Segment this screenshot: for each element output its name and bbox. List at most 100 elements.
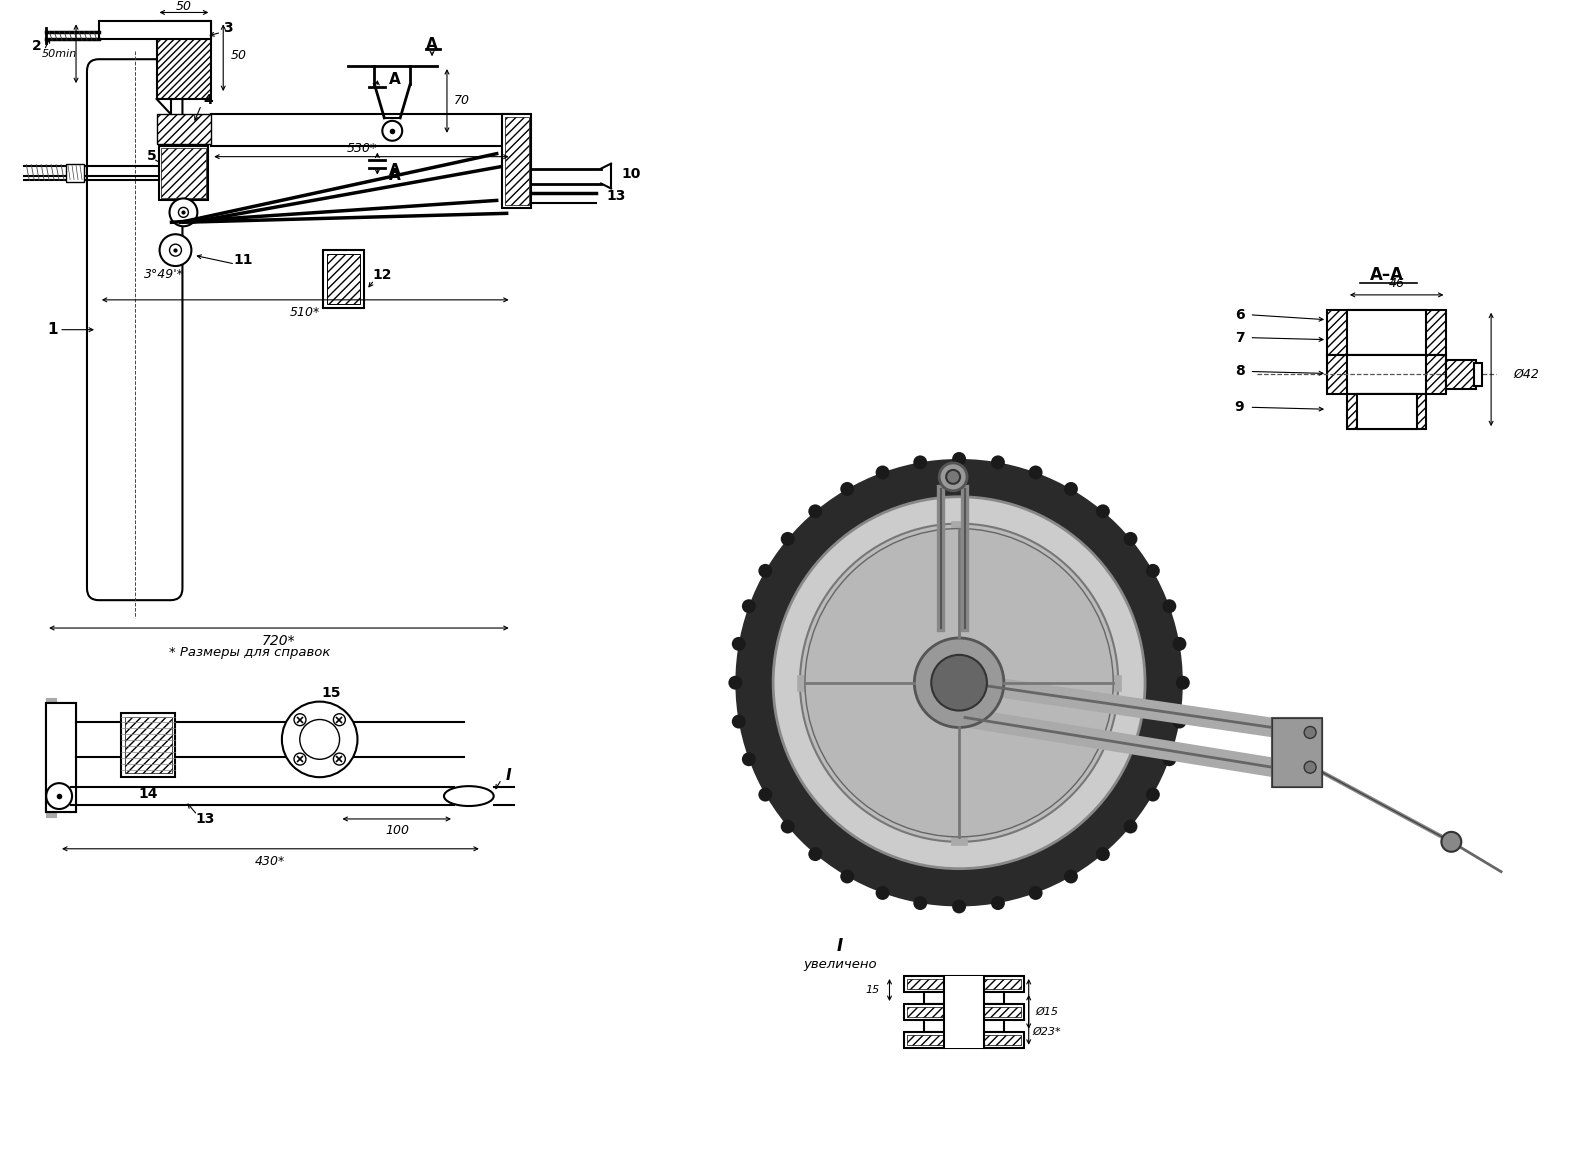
Bar	[1326, 355, 1446, 395]
Bar	[1272, 717, 1321, 787]
Text: 720*: 720*	[262, 634, 295, 648]
Text: 46: 46	[1389, 278, 1404, 291]
Circle shape	[179, 208, 188, 217]
Text: A–A: A–A	[1369, 266, 1404, 284]
Ellipse shape	[444, 786, 493, 806]
Bar	[1326, 310, 1446, 355]
Circle shape	[913, 896, 927, 910]
Bar	[161, 147, 206, 199]
Circle shape	[839, 869, 854, 883]
Text: I: I	[836, 937, 843, 955]
Bar	[945, 1004, 985, 1020]
Circle shape	[334, 753, 345, 765]
Bar	[945, 1031, 985, 1048]
Bar	[908, 979, 1021, 989]
Circle shape	[953, 899, 966, 913]
Circle shape	[938, 463, 967, 491]
Polygon shape	[156, 99, 171, 114]
Bar	[124, 716, 171, 773]
Bar	[945, 992, 985, 1004]
Bar	[322, 250, 364, 308]
Circle shape	[1173, 637, 1186, 651]
Bar	[1446, 360, 1476, 389]
Text: 530*: 530*	[346, 142, 377, 155]
Circle shape	[1029, 887, 1042, 899]
Circle shape	[808, 847, 822, 861]
Circle shape	[1124, 531, 1138, 545]
Text: 8: 8	[1235, 364, 1245, 378]
Text: 100: 100	[385, 825, 409, 837]
Circle shape	[46, 784, 72, 809]
Circle shape	[915, 638, 1004, 728]
Circle shape	[1146, 564, 1160, 578]
Text: 3°49'*: 3°49'*	[144, 269, 184, 281]
Circle shape	[780, 820, 795, 834]
Circle shape	[758, 787, 772, 801]
Bar	[905, 976, 1023, 992]
Circle shape	[876, 466, 889, 479]
Circle shape	[728, 676, 742, 689]
Text: A: A	[389, 71, 401, 86]
Bar	[1347, 310, 1427, 355]
Text: Ø42: Ø42	[1513, 368, 1539, 381]
Circle shape	[742, 599, 757, 613]
Circle shape	[946, 470, 961, 484]
Bar	[1357, 395, 1417, 429]
Circle shape	[991, 896, 1005, 910]
Circle shape	[772, 496, 1144, 869]
Circle shape	[1029, 466, 1042, 479]
Text: 14: 14	[139, 787, 158, 801]
Bar	[156, 114, 211, 144]
Circle shape	[736, 459, 1183, 906]
Circle shape	[913, 456, 927, 470]
Text: 2: 2	[32, 40, 41, 54]
Circle shape	[1162, 752, 1176, 766]
Text: 9: 9	[1235, 401, 1245, 415]
Text: 5: 5	[147, 148, 156, 162]
Text: 15: 15	[322, 686, 342, 700]
Circle shape	[742, 752, 757, 766]
Circle shape	[1096, 847, 1109, 861]
Bar	[1475, 362, 1483, 387]
Circle shape	[991, 456, 1005, 470]
Circle shape	[1173, 715, 1186, 729]
Circle shape	[808, 505, 822, 519]
Text: 6: 6	[1235, 308, 1245, 321]
Bar	[1347, 355, 1427, 395]
Text: увеличено: увеличено	[803, 958, 876, 971]
Circle shape	[1065, 482, 1077, 496]
Text: 12: 12	[372, 267, 393, 281]
Circle shape	[1441, 832, 1462, 851]
Circle shape	[300, 719, 340, 759]
Text: Ø15: Ø15	[1036, 1007, 1058, 1017]
Circle shape	[383, 120, 402, 141]
Circle shape	[282, 702, 358, 777]
Circle shape	[294, 753, 306, 765]
Text: I: I	[506, 767, 511, 783]
Text: 510*: 510*	[290, 306, 321, 319]
Circle shape	[1162, 599, 1176, 613]
Circle shape	[160, 235, 192, 266]
Circle shape	[800, 523, 1119, 842]
Text: A: A	[426, 36, 437, 51]
Circle shape	[876, 887, 889, 899]
Text: A: A	[389, 168, 401, 183]
Circle shape	[804, 529, 1114, 836]
Circle shape	[930, 655, 986, 710]
Text: 50min: 50min	[41, 49, 77, 60]
Bar	[1347, 395, 1427, 429]
Circle shape	[1096, 505, 1109, 519]
Circle shape	[839, 482, 854, 496]
Text: 430*: 430*	[255, 855, 286, 868]
Bar	[924, 1020, 1004, 1031]
Circle shape	[1124, 820, 1138, 834]
Text: 50: 50	[231, 49, 247, 62]
Circle shape	[294, 714, 306, 725]
Bar	[945, 1020, 985, 1031]
Bar	[99, 21, 211, 40]
Bar	[158, 146, 209, 201]
Bar	[46, 703, 77, 812]
Circle shape	[733, 637, 745, 651]
Circle shape	[334, 714, 345, 725]
Circle shape	[169, 199, 198, 227]
